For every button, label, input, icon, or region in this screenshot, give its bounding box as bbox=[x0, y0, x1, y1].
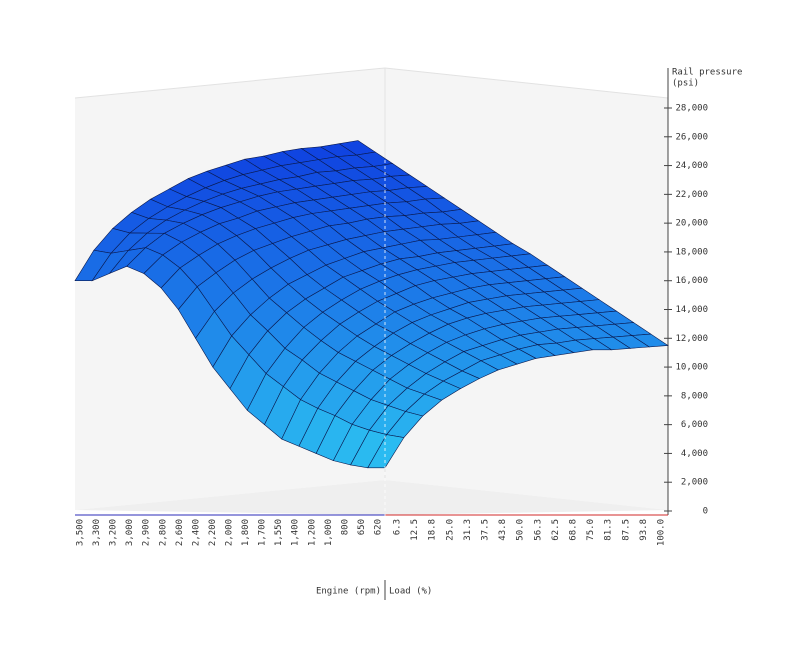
y-axis-label: Load (%) bbox=[389, 587, 432, 597]
z-tick-label: 10,000 bbox=[675, 363, 708, 373]
y-tick-label: 37.5 bbox=[481, 519, 491, 541]
y-tick-label: 50.0 bbox=[516, 519, 526, 541]
x-tick-label: 620 bbox=[374, 519, 384, 535]
x-tick-label: 2,900 bbox=[142, 519, 152, 546]
y-tick-label: 100.0 bbox=[657, 519, 667, 546]
x-tick-label: 1,700 bbox=[258, 519, 268, 546]
z-tick-label: 26,000 bbox=[675, 132, 708, 142]
y-tick-label: 93.8 bbox=[639, 519, 649, 541]
z-tick-label: 12,000 bbox=[675, 334, 708, 344]
x-tick-label: 3,300 bbox=[92, 519, 102, 546]
y-tick-label: 31.3 bbox=[463, 519, 473, 541]
surface-cell bbox=[367, 434, 405, 469]
z-tick-label: 24,000 bbox=[675, 161, 708, 171]
z-tick-label: 8,000 bbox=[681, 391, 708, 401]
x-tick-label: 2,000 bbox=[225, 519, 235, 546]
x-tick-label: 1,550 bbox=[274, 519, 284, 546]
x-tick-label: 1,000 bbox=[324, 519, 334, 546]
x-tick-label: 3,200 bbox=[109, 519, 119, 546]
x-tick-label: 3,500 bbox=[76, 519, 86, 546]
y-tick-label: 68.8 bbox=[569, 519, 579, 541]
z-tick-label: 2,000 bbox=[681, 478, 708, 488]
y-tick-label: 81.3 bbox=[604, 519, 614, 541]
z-tick-label: 20,000 bbox=[675, 219, 708, 229]
z-tick-label: 4,000 bbox=[681, 449, 708, 459]
x-tick-label: 2,800 bbox=[158, 519, 168, 546]
y-tick-label: 18.8 bbox=[428, 519, 438, 541]
z-tick-label: 18,000 bbox=[675, 247, 708, 257]
x-tick-label: 1,200 bbox=[307, 519, 317, 546]
y-tick-label: 25.0 bbox=[445, 519, 455, 541]
z-axis-label: (psi) bbox=[672, 79, 699, 89]
surface bbox=[74, 140, 669, 469]
z-tick-label: 22,000 bbox=[675, 190, 708, 200]
z-tick-label: 14,000 bbox=[675, 305, 708, 315]
x-tick-label: 3,000 bbox=[125, 519, 135, 546]
y-tick-label: 43.8 bbox=[498, 519, 508, 541]
x-tick-label: 2,600 bbox=[175, 519, 185, 546]
z-tick-label: 0 bbox=[703, 507, 708, 517]
x-tick-label: 800 bbox=[340, 519, 350, 535]
z-tick-label: 28,000 bbox=[675, 104, 708, 114]
z-axis-label: Rail pressure bbox=[672, 68, 742, 78]
x-tick-label: 1,800 bbox=[241, 519, 251, 546]
floor bbox=[75, 480, 668, 515]
x-tick-label: 650 bbox=[357, 519, 367, 535]
y-tick-label: 6.3 bbox=[393, 519, 403, 535]
y-tick-label: 62.5 bbox=[551, 519, 561, 541]
x-axis-label: Engine (rpm) bbox=[316, 587, 381, 597]
x-tick-label: 1,400 bbox=[291, 519, 301, 546]
z-tick-label: 16,000 bbox=[675, 276, 708, 286]
x-tick-label: 2,200 bbox=[208, 519, 218, 546]
x-tick-label: 2,400 bbox=[191, 519, 201, 546]
y-tick-label: 12.5 bbox=[410, 519, 420, 541]
z-tick-label: 6,000 bbox=[681, 420, 708, 430]
y-tick-label: 56.3 bbox=[533, 519, 543, 541]
y-tick-label: 87.5 bbox=[621, 519, 631, 541]
y-tick-label: 75.0 bbox=[586, 519, 596, 541]
